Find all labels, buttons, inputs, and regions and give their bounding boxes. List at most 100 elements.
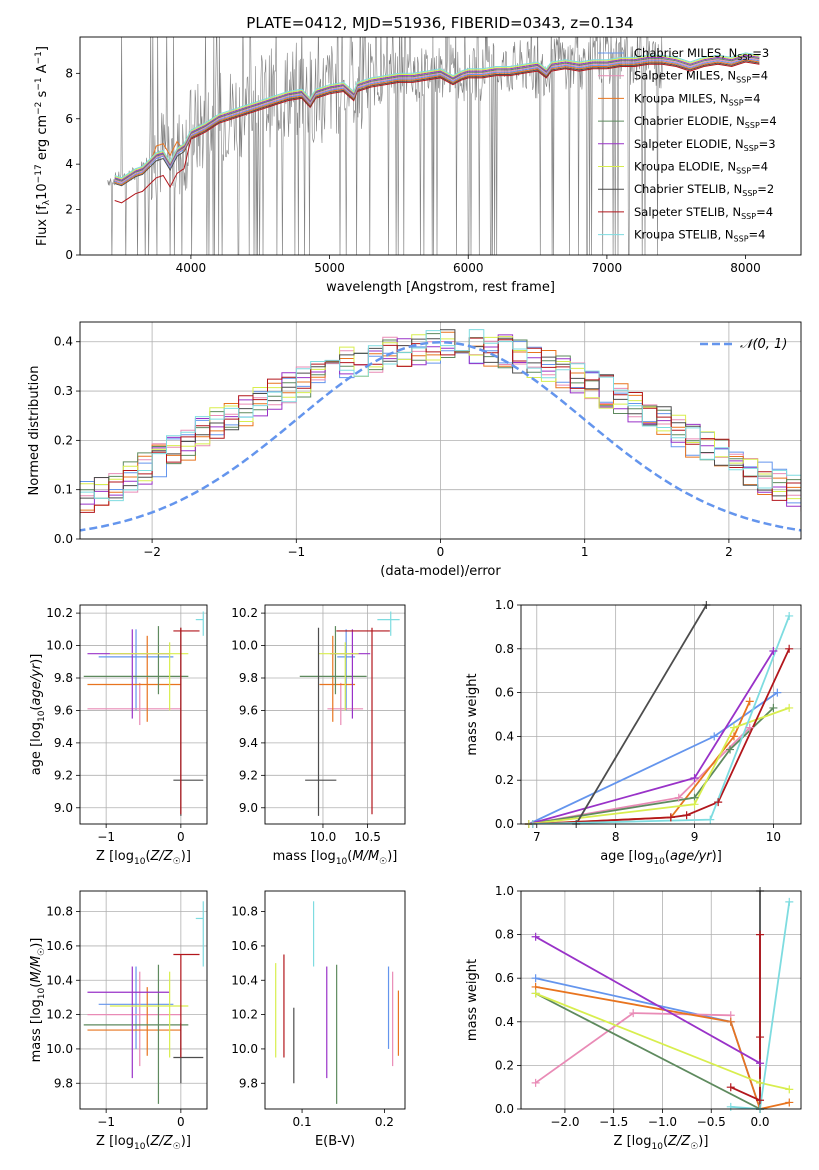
plot-area: [265, 605, 405, 824]
errorbar-point: [83, 964, 189, 1104]
plus-marker: [785, 1098, 794, 1107]
legend-nssp-sub: SSP: [736, 76, 751, 85]
series-line: [528, 650, 775, 824]
legend-nssp-sub: SSP: [742, 189, 757, 198]
legend-nssp-sub: SSP: [741, 212, 756, 221]
y-tick-label: 10.6: [231, 939, 258, 953]
legend-model: Salpeter MILES: [634, 69, 720, 83]
legend-entry: Kroupa MILES, NSSP=4: [634, 91, 761, 107]
legend-nssp-prefix: , N: [726, 182, 742, 196]
series-line: [535, 986, 790, 1109]
y-tick-label: 9.8: [54, 671, 73, 685]
y-tick-label: 0.4: [54, 335, 73, 349]
errorbar-point: [87, 629, 170, 719]
y-axis-label-part: λ: [42, 199, 52, 205]
x-axis-label: Z [log10(Z/Z☉)]: [96, 1134, 191, 1152]
x-tick-label: 8000: [730, 261, 761, 275]
legend-nssp-value: 4: [758, 228, 765, 242]
y-tick-label: 10.4: [46, 973, 73, 987]
y-tick-label: 1.0: [495, 598, 514, 612]
legend-entry: Salpeter MILES, NSSP=4: [634, 69, 768, 85]
axis-label-part: Z/Z: [150, 849, 174, 864]
x-tick-label: 0: [177, 1115, 185, 1129]
axis-label-part: )]: [698, 1134, 708, 1149]
legend-entry: Chabrier ELODIE, NSSP=4: [634, 114, 777, 130]
plus-marker: [745, 697, 754, 706]
errorbar-point: [305, 627, 337, 816]
errorbar-point: [87, 987, 181, 1056]
y-tick-label: 9.8: [239, 671, 258, 685]
observed-spectrum-line: [107, 37, 663, 255]
x-tick-label: −2: [143, 545, 161, 559]
y-tick-label: 0.0: [495, 1102, 514, 1116]
errorbar-point: [109, 642, 189, 711]
plus-marker: [710, 732, 719, 741]
y-axis-label-part: A: [35, 64, 50, 77]
x-tick-label: 7000: [592, 261, 623, 275]
legend-nssp-prefix: , N: [729, 114, 745, 128]
y-axis-label-part: −2: [34, 102, 44, 115]
legend-entry: Chabrier MILES, NSSP=3: [634, 46, 769, 62]
model-line: [114, 54, 760, 181]
y-axis-label: Flux [fλ10−17 erg cm−2 s−1 A−1]: [34, 46, 52, 246]
axes-frame: [79, 321, 802, 540]
plus-marker: [769, 703, 778, 712]
plus-marker: [531, 974, 540, 983]
y-axis-label: mass weight: [465, 959, 480, 1041]
y-tick-label: 10.0: [46, 1042, 73, 1056]
legend-nssp-prefix: , N: [718, 228, 734, 242]
legend-nssp-eq: =: [756, 205, 766, 219]
legend-entry: Salpeter ELODIE, NSSP=3: [634, 137, 776, 153]
y-tick-label: 8: [65, 66, 73, 80]
plus-marker: [682, 811, 691, 820]
legend-model: Kroupa ELODIE: [634, 160, 720, 174]
plus-marker: [756, 1033, 765, 1042]
y-tick-label: 9.2: [239, 768, 258, 782]
legend-entry: Salpeter STELIB, NSSP=4: [634, 205, 773, 221]
y-tick-label: 10.4: [231, 973, 258, 987]
legend-nssp-eq: =: [757, 182, 767, 196]
y-tick-label: 6: [65, 112, 73, 126]
x-tick-label: 0.1: [293, 1115, 312, 1129]
axis-label-part: 10: [134, 1142, 146, 1152]
legend-model: Chabrier MILES: [634, 46, 721, 60]
legend-nssp-prefix: , N: [720, 160, 736, 174]
histogram-step-line: [80, 334, 801, 507]
errorbar-point: [98, 629, 174, 711]
legend-nssp-sub: SSP: [744, 144, 759, 153]
axis-label-part: (: [29, 983, 44, 988]
x-axis-label: Z [log10(Z/Z☉)]: [96, 849, 191, 867]
plus-marker: [769, 646, 778, 655]
y-tick-label: 9.4: [239, 736, 258, 750]
axis-label-part: M/M: [29, 956, 44, 983]
series-line: [535, 936, 761, 1064]
errorbar-point: [318, 642, 359, 711]
y-tick-label: 0.6: [495, 971, 514, 985]
x-tick-label: −1: [287, 545, 305, 559]
axis-label-part: mass [log: [273, 849, 336, 864]
axis-label-part: ☉: [173, 857, 181, 867]
errorbar-point: [173, 627, 204, 816]
axis-label-part: 10: [134, 857, 146, 867]
x-tick-label: −0.5: [697, 1115, 726, 1129]
axis-label-part: age [log: [29, 722, 44, 775]
legend-entry: 𝒩(0, 1): [740, 337, 787, 352]
plus-marker: [785, 611, 794, 620]
normal-curve-line: [80, 340, 801, 532]
y-tick-label: 0: [65, 248, 73, 262]
y-axis-label-part: −1: [34, 51, 44, 64]
legend-nssp-eq: =: [751, 160, 761, 174]
y-tick-label: 0.3: [54, 384, 73, 398]
y-tick-label: 10.2: [231, 1008, 258, 1022]
y-tick-label: 0.2: [54, 433, 73, 447]
axis-label-part: Z [log: [96, 1134, 134, 1149]
errorbar-point: [173, 1023, 204, 1084]
errorbar-point: [195, 611, 204, 636]
y-tick-label: 10.2: [46, 1008, 73, 1022]
y-tick-label: 10.0: [231, 1042, 258, 1056]
legend-model: Chabrier ELODIE: [634, 114, 729, 128]
x-tick-label: 7: [533, 830, 541, 844]
legend-nssp-sub: SSP: [737, 53, 752, 62]
x-tick-label: 0.2: [375, 1115, 394, 1129]
model-line: [114, 52, 760, 179]
